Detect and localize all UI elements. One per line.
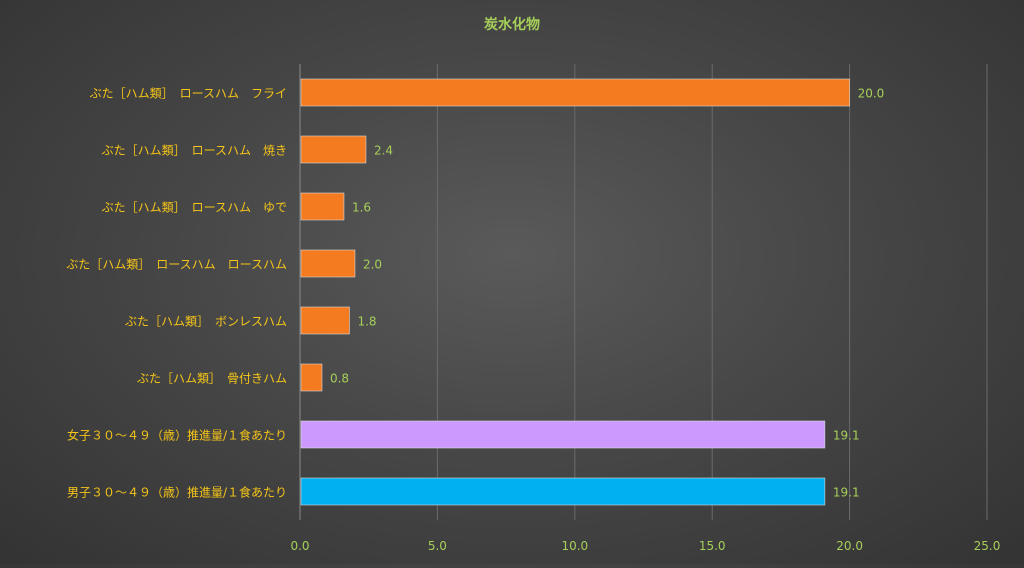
category-label: ぶた［ハム類］ ボンレスハム bbox=[125, 315, 287, 329]
bar bbox=[300, 477, 826, 506]
category-label: ぶた［ハム類］ ロースハム 焼き bbox=[102, 144, 287, 158]
category-label: 男子３０～４９（歳）推進量/１食あたり bbox=[67, 485, 287, 500]
data-label: 19.1 bbox=[833, 486, 860, 500]
bar bbox=[300, 192, 345, 221]
category-label: ぶた［ハム類］ 骨付きハム bbox=[137, 372, 287, 386]
data-label: 2.4 bbox=[374, 144, 393, 158]
data-label: 20.0 bbox=[858, 87, 885, 101]
data-label: 1.8 bbox=[357, 315, 376, 329]
bar bbox=[300, 363, 323, 392]
data-label: 1.6 bbox=[352, 201, 371, 215]
data-label: 0.8 bbox=[330, 372, 349, 386]
category-label: ぶた［ハム類］ ロースハム フライ bbox=[90, 87, 287, 101]
bar bbox=[300, 249, 356, 278]
data-label: 19.1 bbox=[833, 429, 860, 443]
data-label: 2.0 bbox=[363, 258, 382, 272]
bar bbox=[300, 78, 850, 107]
x-tick-label: 0.0 bbox=[290, 539, 309, 553]
x-tick-label: 5.0 bbox=[428, 539, 447, 553]
category-label: 女子３０～４９（歳）推進量/１食あたり bbox=[67, 428, 287, 443]
category-label: ぶた［ハム類］ ロースハム ゆで bbox=[102, 201, 287, 215]
x-tick-label: 25.0 bbox=[974, 539, 1001, 553]
x-tick-label: 15.0 bbox=[699, 539, 726, 553]
chart-title: 炭水化物 bbox=[484, 17, 540, 33]
bar bbox=[300, 135, 367, 164]
bar bbox=[300, 420, 826, 449]
category-label: ぶた［ハム類］ ロースハム ロースハム bbox=[66, 258, 287, 272]
bar bbox=[300, 306, 350, 335]
x-tick-label: 10.0 bbox=[561, 539, 588, 553]
x-tick-label: 20.0 bbox=[836, 539, 863, 553]
